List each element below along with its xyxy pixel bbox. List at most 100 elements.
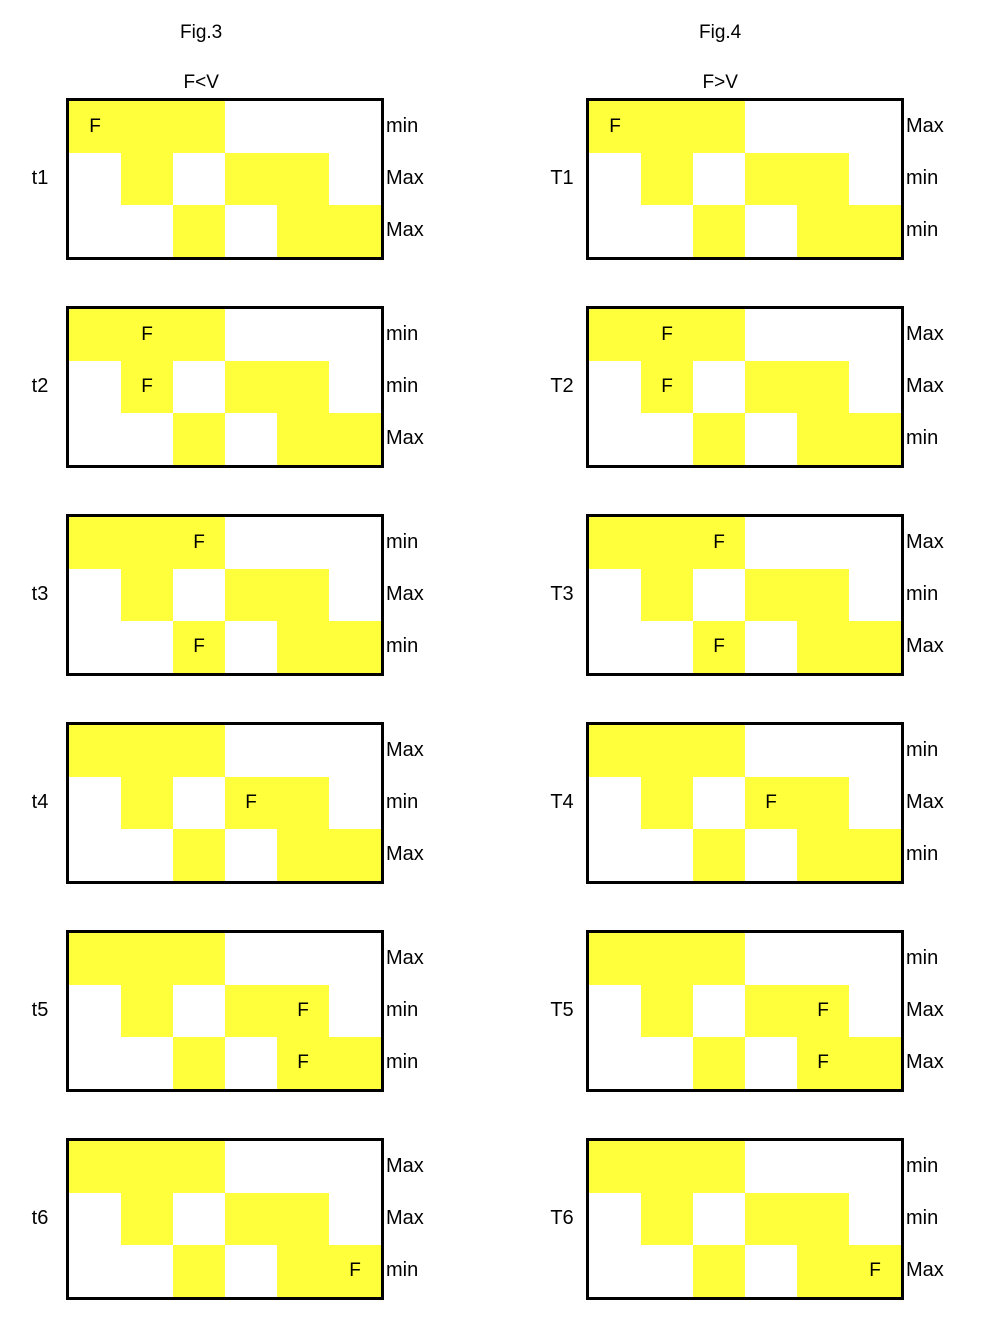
grid-cell bbox=[277, 777, 329, 829]
grid-cell bbox=[69, 725, 121, 777]
grid-cell bbox=[641, 985, 693, 1037]
grid-cell bbox=[589, 153, 641, 205]
grid-cell bbox=[745, 1193, 797, 1245]
grid-cell bbox=[329, 933, 381, 985]
grid-cell bbox=[277, 621, 329, 673]
grid-cell bbox=[641, 569, 693, 621]
grid-cell bbox=[589, 725, 641, 777]
grid-cell bbox=[69, 361, 121, 413]
f-marker: F bbox=[277, 985, 329, 1037]
grid-cell bbox=[641, 829, 693, 881]
row-label: min bbox=[386, 375, 419, 397]
grid-cell bbox=[693, 1193, 745, 1245]
grid-cell bbox=[745, 153, 797, 205]
grid-cell bbox=[745, 361, 797, 413]
f-marker: F bbox=[745, 777, 797, 829]
f-marker: F bbox=[849, 1245, 901, 1297]
row-label: min bbox=[906, 1207, 939, 1229]
grid-cell bbox=[329, 985, 381, 1037]
grid-cell bbox=[225, 101, 277, 153]
grid-cell bbox=[69, 153, 121, 205]
f-marker: F bbox=[121, 361, 173, 413]
grid-cell bbox=[745, 309, 797, 361]
grid-cell bbox=[693, 985, 745, 1037]
panel-label: t6 bbox=[31, 1207, 49, 1229]
grid-cell bbox=[745, 621, 797, 673]
row-label: Max bbox=[386, 583, 424, 605]
panel-label: t5 bbox=[31, 999, 49, 1021]
grid-cell bbox=[745, 1037, 797, 1089]
grid-cell bbox=[225, 621, 277, 673]
grid-cell bbox=[641, 725, 693, 777]
panel-grid: F bbox=[586, 98, 904, 260]
grid-cell bbox=[745, 413, 797, 465]
grid-cell bbox=[589, 309, 641, 361]
grid-cell bbox=[745, 517, 797, 569]
grid-cell bbox=[225, 413, 277, 465]
row-label: min bbox=[386, 1259, 419, 1281]
grid-cell bbox=[173, 985, 225, 1037]
grid-cell bbox=[121, 1141, 173, 1193]
grid-cell bbox=[849, 101, 901, 153]
grid-cell bbox=[121, 777, 173, 829]
row-label: Max bbox=[386, 1155, 424, 1177]
grid-cell bbox=[849, 933, 901, 985]
grid-cell bbox=[69, 205, 121, 257]
figure-subtitle: F<V bbox=[183, 72, 219, 93]
grid-cell bbox=[121, 153, 173, 205]
grid-cell bbox=[69, 1141, 121, 1193]
grid-cell bbox=[849, 205, 901, 257]
grid-cell bbox=[69, 1245, 121, 1297]
grid-cell bbox=[121, 517, 173, 569]
grid-cell bbox=[745, 205, 797, 257]
panel-label: T5 bbox=[550, 999, 574, 1021]
grid-cell bbox=[797, 361, 849, 413]
grid-cell bbox=[121, 1245, 173, 1297]
grid-cell bbox=[329, 101, 381, 153]
row-label: min bbox=[906, 167, 939, 189]
row-label: Max bbox=[906, 115, 944, 137]
panel-label: t3 bbox=[31, 583, 49, 605]
grid-cell bbox=[849, 725, 901, 777]
grid-cell bbox=[797, 101, 849, 153]
grid-cell bbox=[797, 413, 849, 465]
grid-cell bbox=[329, 413, 381, 465]
grid-cell bbox=[589, 413, 641, 465]
grid-cell bbox=[641, 153, 693, 205]
grid-cell bbox=[329, 1141, 381, 1193]
grid-cell bbox=[641, 205, 693, 257]
grid-cell bbox=[693, 413, 745, 465]
grid-cell bbox=[797, 205, 849, 257]
grid-cell bbox=[121, 205, 173, 257]
grid-cell bbox=[173, 1141, 225, 1193]
grid-cell bbox=[173, 1193, 225, 1245]
grid-cell bbox=[745, 933, 797, 985]
grid-cell bbox=[121, 933, 173, 985]
grid-cell bbox=[797, 569, 849, 621]
grid-cell bbox=[745, 569, 797, 621]
grid-cell bbox=[797, 517, 849, 569]
grid-cell bbox=[849, 569, 901, 621]
grid-cell bbox=[69, 569, 121, 621]
panel-grid: F bbox=[66, 1138, 384, 1300]
grid-cell bbox=[849, 777, 901, 829]
grid-cell bbox=[277, 413, 329, 465]
grid-cell bbox=[225, 569, 277, 621]
row-label: min bbox=[906, 843, 939, 865]
grid-cell bbox=[693, 725, 745, 777]
row-label: Max bbox=[386, 167, 424, 189]
row-label: Max bbox=[386, 947, 424, 969]
grid-cell bbox=[797, 153, 849, 205]
row-label: min bbox=[386, 323, 419, 345]
row-label: min bbox=[906, 219, 939, 241]
grid-cell bbox=[277, 153, 329, 205]
grid-cell bbox=[589, 985, 641, 1037]
grid-cell bbox=[225, 309, 277, 361]
grid-cell bbox=[69, 309, 121, 361]
grid-cell bbox=[641, 933, 693, 985]
grid-cell bbox=[589, 829, 641, 881]
f-marker: F bbox=[693, 621, 745, 673]
